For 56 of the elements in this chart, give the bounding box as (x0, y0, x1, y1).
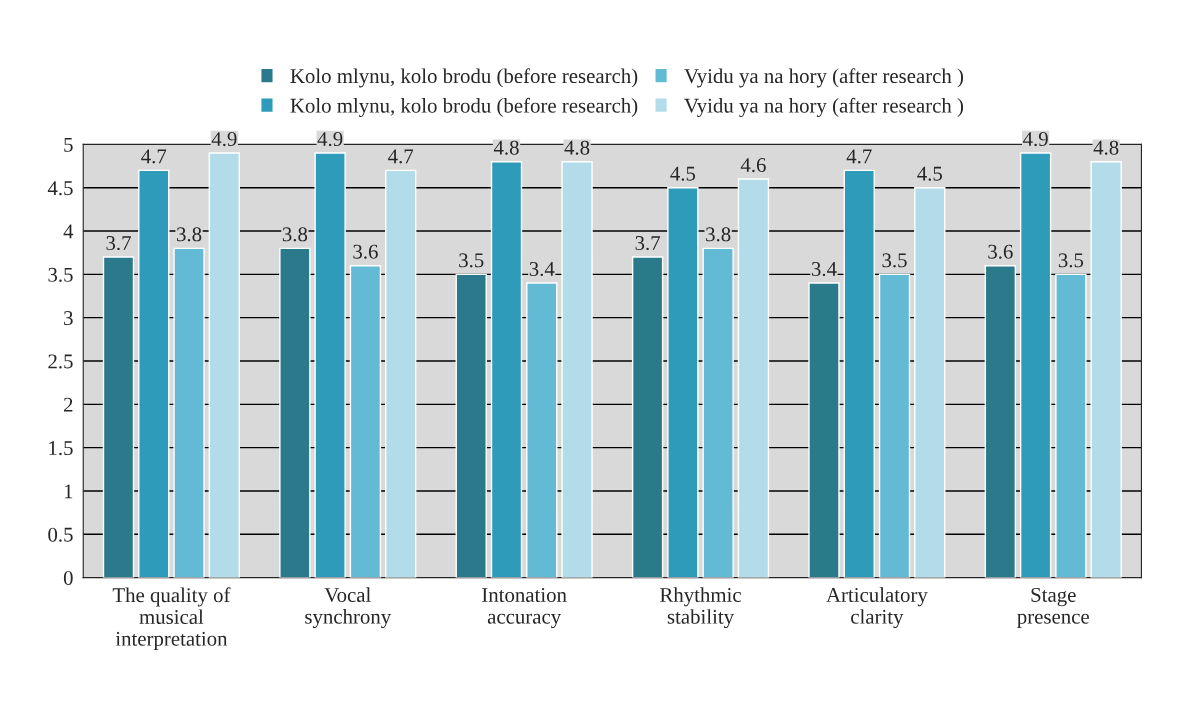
bar (314, 152, 346, 578)
data-label: 3.8 (282, 227, 308, 242)
x-tick-label: Rhythmic stability (660, 587, 741, 629)
legend-label: Kolo mlynu, kolo brodu (before research) (290, 68, 638, 88)
data-label: 4.8 (1093, 140, 1119, 155)
bar (561, 161, 593, 578)
data-label: 4.7 (846, 149, 872, 164)
data-label: 3.5 (459, 253, 484, 268)
data-label: 3.7 (635, 236, 661, 251)
x-tick-label: Vocal synchrony (305, 587, 392, 629)
x-tick-label: The quality of musical interpretation (112, 587, 231, 651)
y-tick-label: 2.5 (48, 354, 73, 369)
data-label: 3.6 (353, 244, 378, 259)
data-label: 4.9 (317, 132, 343, 147)
y-tick-label: 5 (64, 137, 73, 152)
y-tick-label: 0 (63, 570, 73, 586)
bar (1090, 161, 1122, 578)
legend-label: Vyidu ya na hory (after research ) (684, 68, 964, 88)
data-label: 4.5 (917, 166, 943, 181)
y-tick-label: 3.5 (48, 267, 73, 282)
data-label: 4.8 (564, 140, 590, 155)
data-label: 4.8 (493, 140, 519, 155)
data-label: 4.7 (141, 149, 167, 164)
y-tick-label: 4.5 (47, 181, 73, 196)
bar (208, 152, 241, 578)
data-label: 3.8 (177, 227, 202, 242)
x-tick-label: Stage presence (1017, 587, 1089, 628)
data-label: 3.8 (706, 227, 731, 242)
bar (526, 282, 558, 578)
y-tick-label: 1.5 (49, 441, 73, 456)
y-tick-label: 4 (63, 224, 74, 239)
bar (702, 247, 734, 578)
data-label: 3.5 (1058, 253, 1084, 268)
data-label: 3.7 (106, 236, 131, 251)
legend-label: Vyidu ya na hory (after research ) (684, 97, 964, 117)
x-tick-label: Intonation accuracy (482, 587, 567, 629)
data-label: 3.5 (882, 253, 907, 268)
data-label: 4.9 (1023, 132, 1048, 147)
bar (1019, 152, 1052, 578)
y-tick-label: 0.5 (48, 527, 73, 542)
bar (808, 282, 840, 578)
data-label: 4.6 (740, 158, 766, 173)
data-label: 4.5 (670, 166, 696, 181)
data-label: 3.6 (988, 244, 1013, 259)
data-label: 3.4 (529, 262, 555, 277)
y-tick-label: 3 (64, 311, 73, 326)
data-label: 4.9 (211, 132, 237, 147)
x-tick-label: Articulatory clarity (826, 587, 928, 629)
bar (490, 161, 523, 578)
y-tick-label: 2 (64, 397, 73, 412)
y-tick-label: 1 (64, 484, 73, 499)
data-label: 4.7 (388, 149, 414, 164)
data-label: 3.4 (811, 262, 837, 277)
bar (173, 247, 205, 578)
legend-label: Kolo mlynu, kolo brodu (before research) (290, 97, 638, 117)
bar (279, 247, 311, 578)
